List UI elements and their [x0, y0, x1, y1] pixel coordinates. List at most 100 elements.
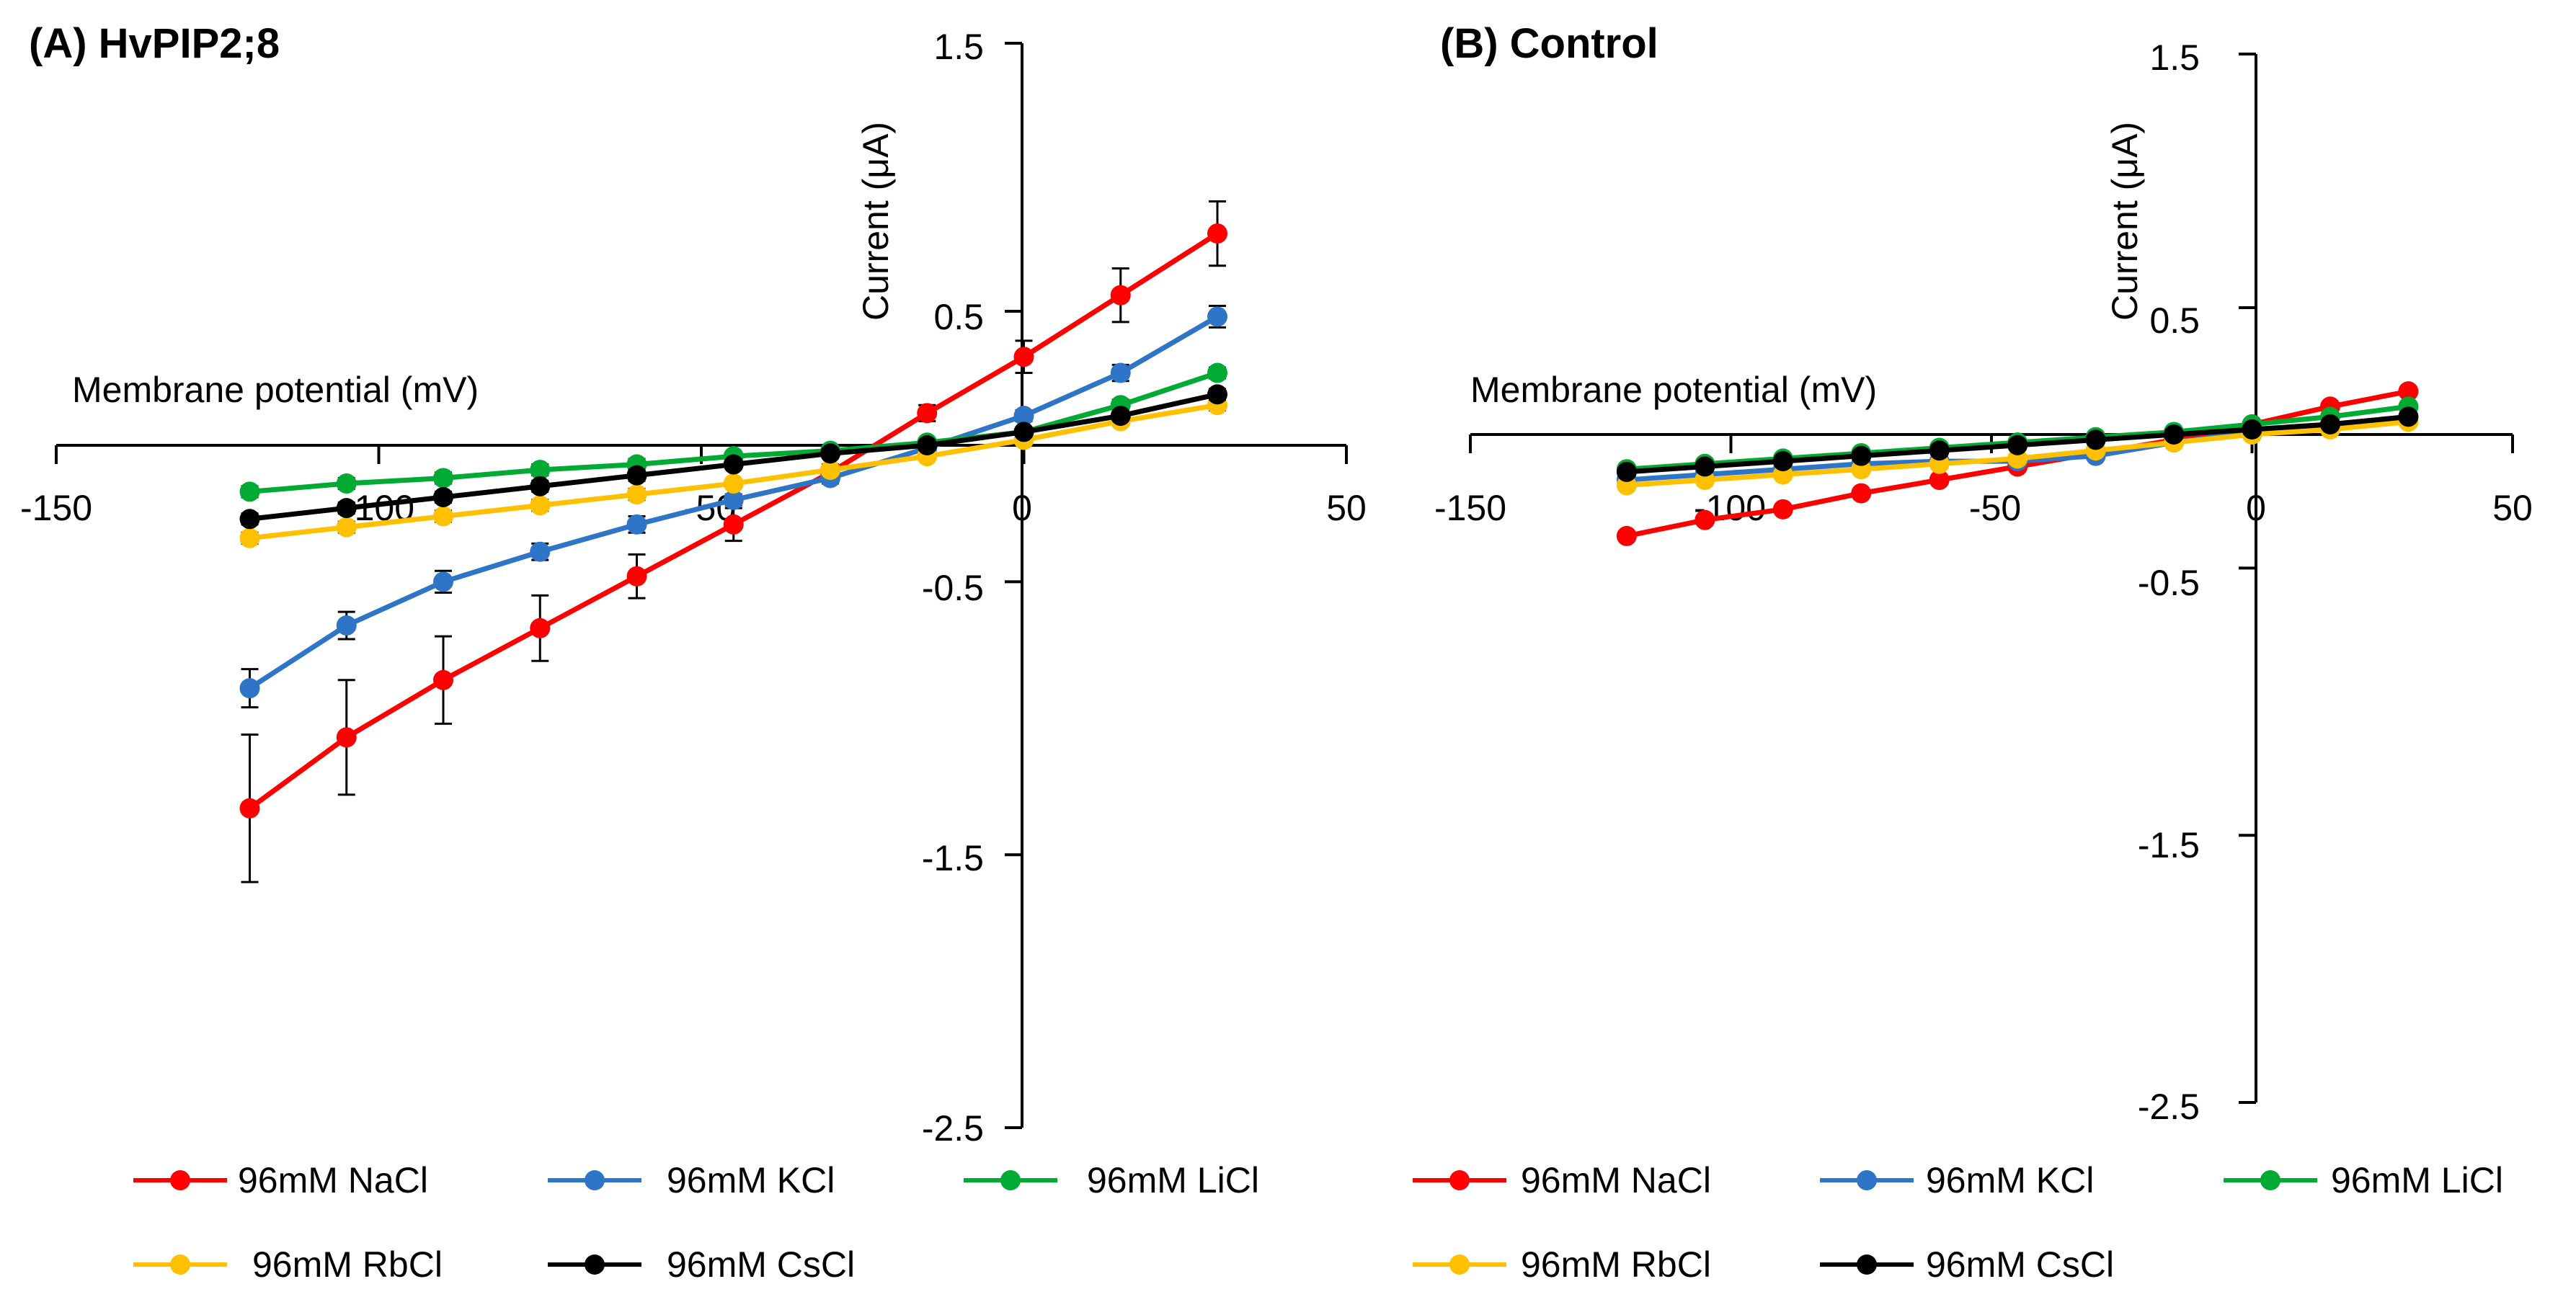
panel-a-y-ticks: 1.5 0.5 -0.5 -1.5 -2.5: [922, 27, 984, 1149]
legend-marker-icon: [170, 1170, 190, 1190]
legend-label: 96mM LiCl: [1087, 1160, 1259, 1200]
data-point: [626, 566, 647, 587]
legend-marker-icon: [1449, 1254, 1470, 1275]
data-point: [723, 454, 744, 475]
panel-b-x-ticks: -150 -100 -50 0 50: [1434, 488, 2533, 528]
data-point: [2085, 429, 2106, 450]
data-point: [433, 571, 453, 592]
data-point: [530, 541, 551, 562]
data-point: [433, 669, 453, 690]
data-point: [336, 473, 357, 494]
legend-label: 96mM NaCl: [238, 1160, 428, 1200]
legend-label: 96mM RbCl: [252, 1244, 443, 1285]
data-point: [433, 506, 453, 527]
panel-b: (B) Control Membrane potential (mV) Curr…: [1413, 20, 2533, 1285]
legend-entry-nacl: 96mM NaCl: [133, 1160, 428, 1200]
legend-label: 96mM RbCl: [1521, 1244, 1711, 1285]
legend-marker-icon: [1000, 1170, 1021, 1190]
data-point: [1013, 347, 1034, 367]
panel-a-x-ticks: -150 -100 -50 0 50: [20, 488, 1367, 528]
y-tick-label: -0.5: [2138, 563, 2200, 603]
legend-marker-icon: [585, 1254, 605, 1275]
data-point: [239, 798, 260, 819]
legend-marker-icon: [585, 1170, 605, 1190]
data-point: [1013, 406, 1034, 427]
data-point: [1772, 499, 1793, 520]
y-tick-label: -0.5: [922, 568, 984, 608]
data-point: [530, 495, 551, 516]
legend-entry-nacl: 96mM NaCl: [1413, 1160, 1711, 1200]
x-tick-label: -150: [20, 488, 92, 528]
data-point: [1110, 406, 1131, 427]
legend-marker-icon: [2260, 1170, 2280, 1190]
y-tick-label: -2.5: [2138, 1087, 2200, 1127]
y-tick-label: 0.5: [2149, 300, 2200, 341]
legend-entry-kcl: 96mM KCl: [548, 1160, 835, 1200]
x-tick-label: -50: [1969, 488, 2021, 528]
data-point: [1772, 451, 1793, 472]
panel-a-x-axis-label: Membrane potential (mV): [72, 370, 479, 410]
legend-entry-licl: 96mM LiCl: [2224, 1160, 2503, 1200]
panel-a: (A) HvPIP2;8 Membrane potential (mV) Cur…: [20, 20, 1367, 1285]
data-point: [336, 517, 357, 538]
data-point: [1851, 445, 1872, 466]
panel-a-plot: [55, 42, 1348, 1129]
legend-entry-rbcl: 96mM RbCl: [133, 1244, 443, 1285]
legend-entry-rbcl: 96mM RbCl: [1413, 1244, 1711, 1285]
data-point: [1616, 461, 1637, 482]
legend-marker-icon: [1449, 1170, 1470, 1190]
panel-b-legend: 96mM NaCl 96mM KCl 96mM LiCl 96mM RbCl 9: [1413, 1160, 2503, 1285]
data-point: [1207, 306, 1227, 327]
legend-entry-kcl: 96mM KCl: [1820, 1160, 2094, 1200]
legend-label: 96mM KCl: [667, 1160, 835, 1200]
data-point: [336, 498, 357, 519]
y-tick-label: -1.5: [922, 838, 984, 878]
legend-label: 96mM NaCl: [1521, 1160, 1711, 1200]
y-tick-label: -1.5: [2138, 825, 2200, 865]
data-point: [1695, 456, 1715, 477]
legend-entry-licl: 96mM LiCl: [964, 1160, 1259, 1200]
legend-entry-cscl: 96mM CsCl: [1820, 1244, 2114, 1285]
y-tick-label: 1.5: [2149, 37, 2200, 78]
legend-label: 96mM CsCl: [667, 1244, 855, 1285]
x-tick-label: -150: [1434, 488, 1506, 528]
data-point: [1207, 384, 1227, 405]
y-tick-label: -2.5: [922, 1108, 984, 1149]
data-point: [917, 435, 938, 455]
data-point: [1616, 525, 1637, 546]
data-point: [1851, 483, 1872, 504]
data-point: [1110, 285, 1131, 306]
panel-a-y-axis-label: Current (μA): [856, 122, 896, 321]
data-point: [626, 484, 647, 505]
data-point: [239, 527, 260, 548]
legend-label: 96mM CsCl: [1926, 1244, 2114, 1285]
panel-b-y-ticks: 1.5 0.5 -0.5 -1.5 -2.5: [2138, 37, 2200, 1127]
data-point: [239, 678, 260, 699]
data-point: [336, 615, 357, 636]
data-point: [2164, 424, 2185, 445]
y-tick-label: 0.5: [933, 297, 984, 337]
data-point: [239, 509, 260, 530]
data-point: [2398, 406, 2419, 427]
panel-a-title: (A) HvPIP2;8: [29, 20, 280, 67]
data-point: [820, 443, 840, 464]
legend-marker-icon: [1857, 1170, 1877, 1190]
data-point: [1929, 470, 1950, 491]
data-point: [820, 460, 840, 481]
data-point: [433, 468, 453, 489]
panel-b-plot: [1469, 53, 2514, 1104]
data-point: [917, 403, 938, 424]
data-point: [336, 727, 357, 748]
panel-b-title: (B) Control: [1440, 20, 1658, 67]
data-point: [1929, 440, 1950, 461]
data-point: [723, 514, 744, 535]
data-point: [2398, 381, 2419, 402]
legend-marker-icon: [170, 1254, 190, 1275]
panel-b-y-axis-label: Current (μA): [2105, 122, 2145, 321]
data-point: [626, 465, 647, 486]
data-point: [1695, 509, 1715, 530]
legend-marker-icon: [1857, 1254, 1877, 1275]
legend-entry-cscl: 96mM CsCl: [548, 1244, 855, 1285]
data-point: [530, 476, 551, 496]
